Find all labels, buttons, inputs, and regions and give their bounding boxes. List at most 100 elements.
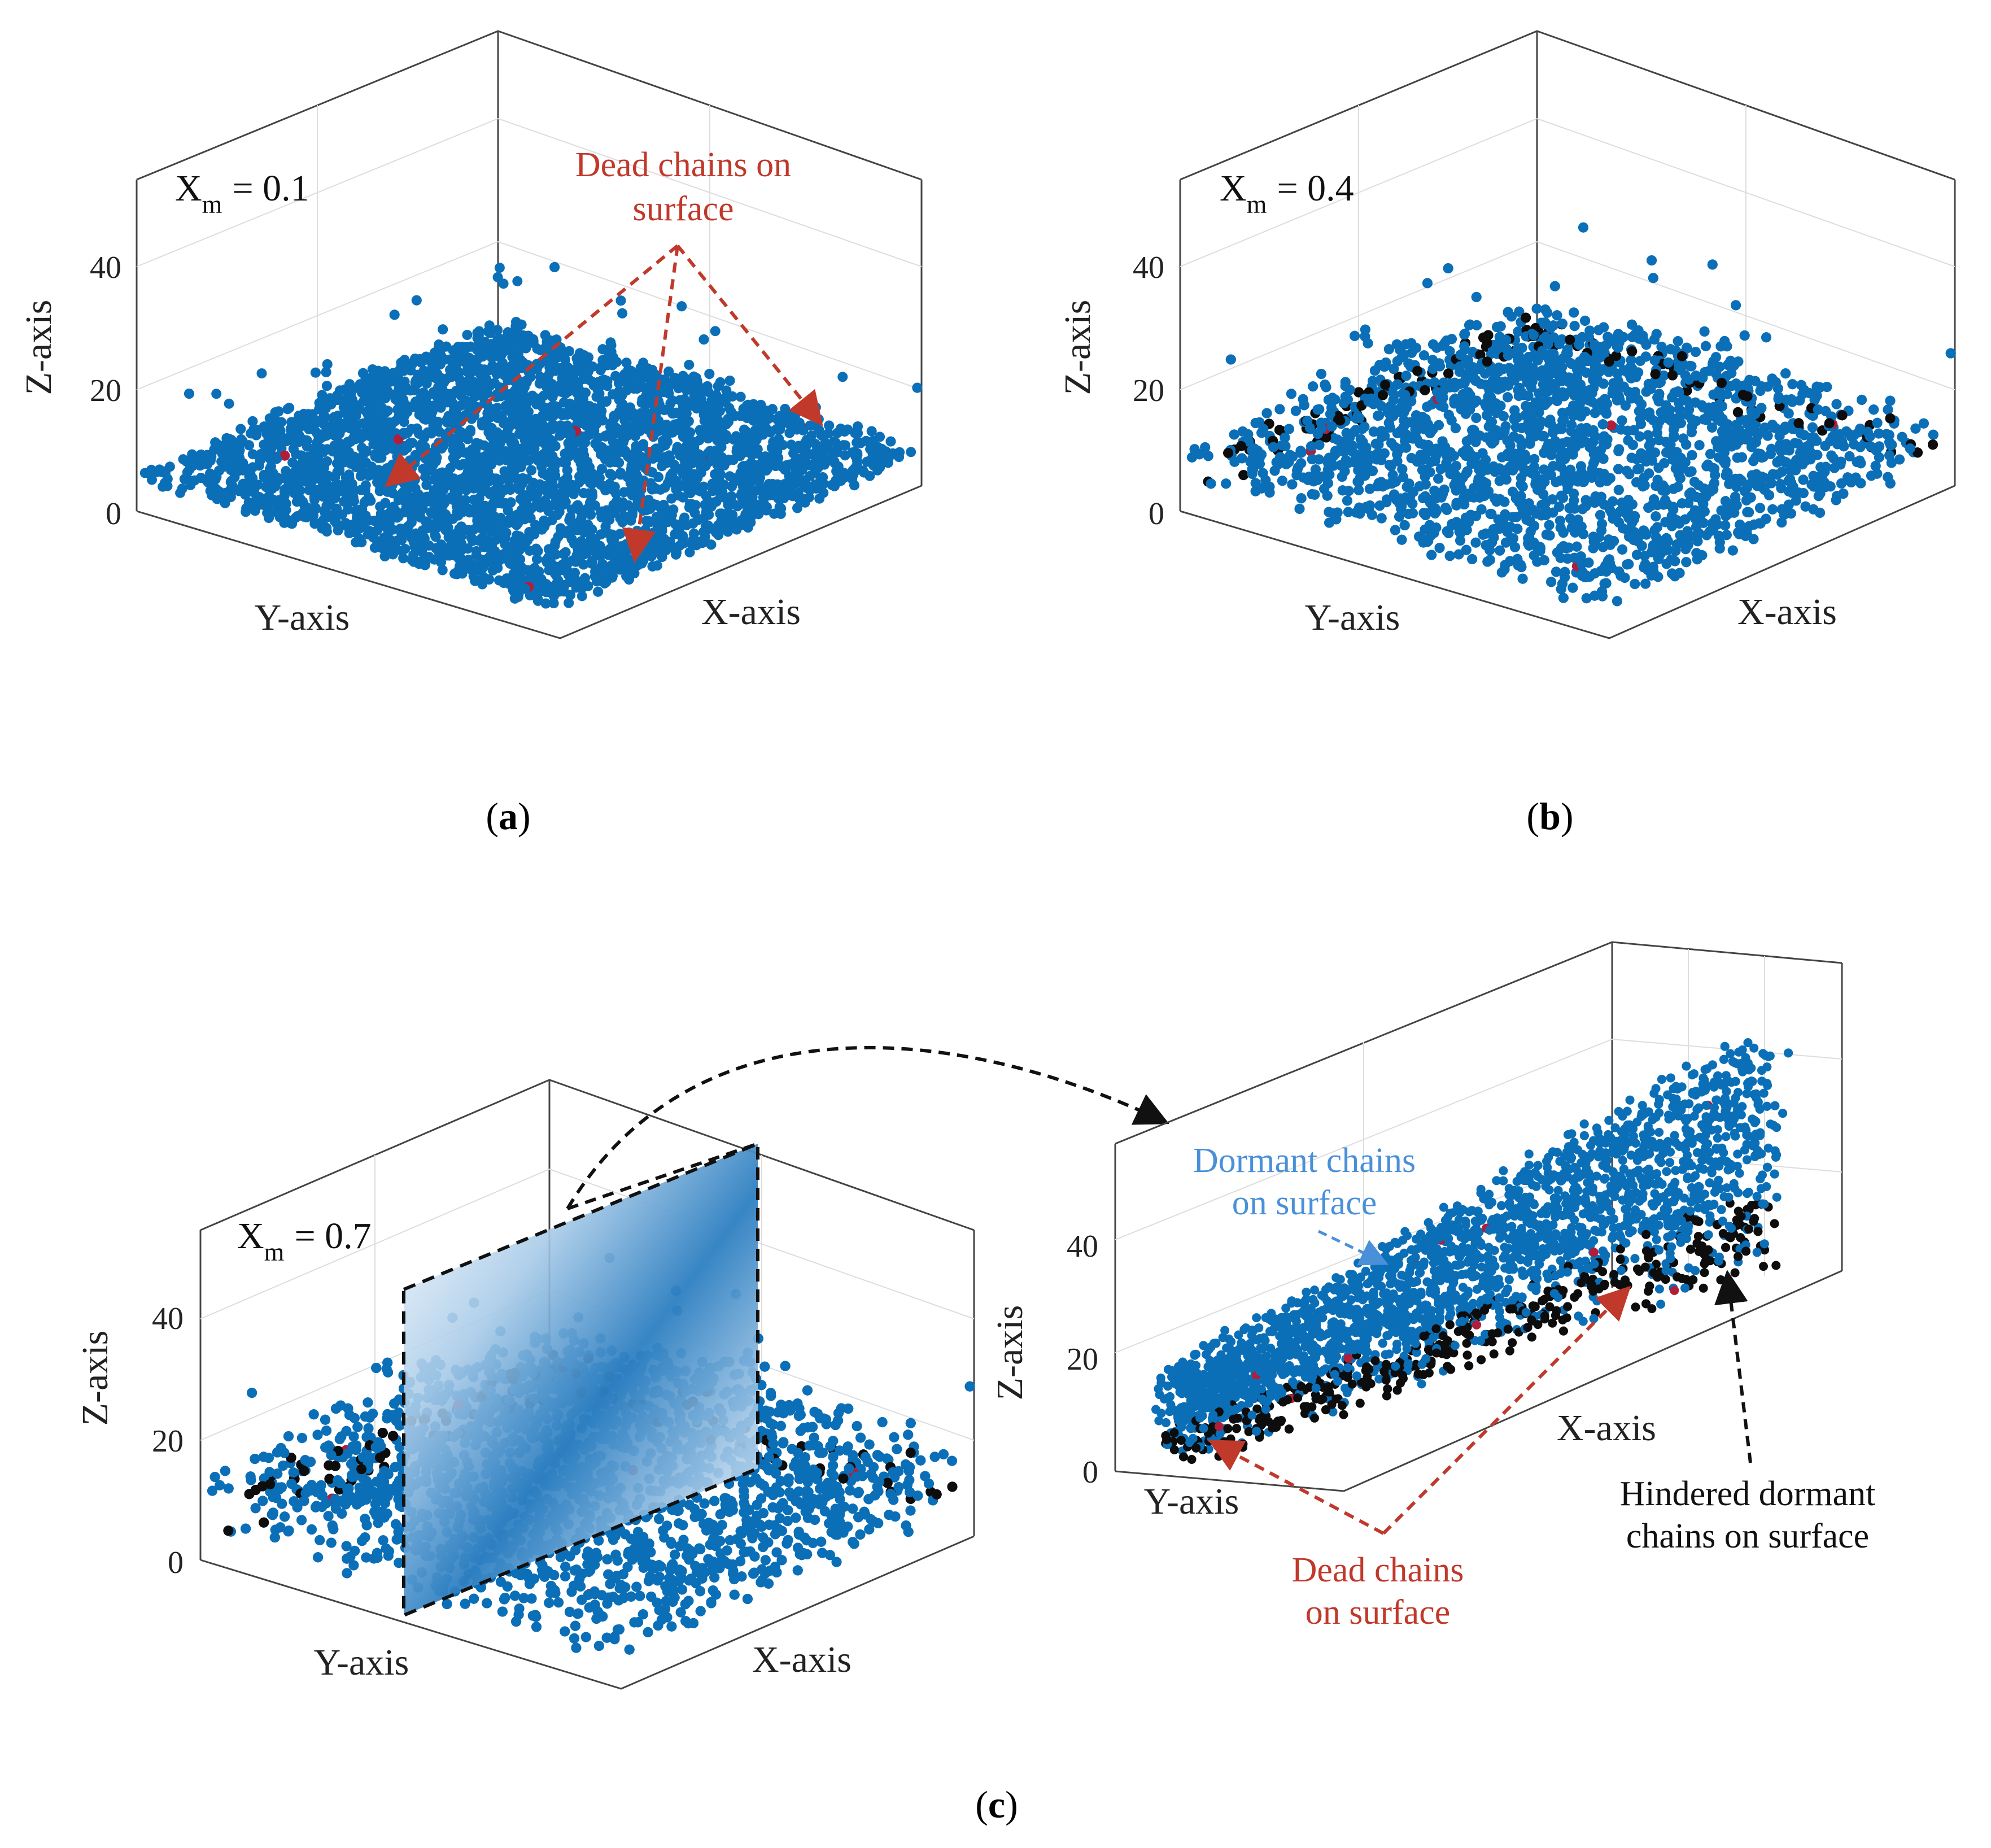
data-point bbox=[366, 464, 377, 474]
data-point bbox=[829, 436, 840, 447]
data-point bbox=[481, 415, 491, 426]
data-point bbox=[441, 543, 452, 553]
data-point bbox=[369, 393, 380, 403]
data-point bbox=[681, 426, 691, 437]
data-point bbox=[574, 477, 584, 488]
data-point bbox=[479, 369, 490, 380]
data-point bbox=[442, 373, 453, 383]
data-point bbox=[529, 563, 540, 574]
data-point bbox=[582, 541, 593, 551]
data-point bbox=[912, 382, 923, 393]
data-point bbox=[688, 518, 698, 529]
data-point bbox=[528, 477, 539, 488]
data-point bbox=[607, 570, 618, 581]
data-point bbox=[600, 454, 610, 465]
data-point bbox=[684, 359, 695, 370]
data-point bbox=[251, 430, 261, 441]
data-point bbox=[618, 428, 628, 438]
data-point bbox=[452, 566, 463, 577]
data-point bbox=[509, 472, 520, 482]
data-point bbox=[414, 541, 425, 551]
data-point bbox=[377, 373, 387, 384]
data-point bbox=[717, 420, 727, 430]
data-point bbox=[216, 443, 226, 454]
data-point bbox=[838, 440, 849, 451]
data-point bbox=[300, 435, 311, 446]
data-point bbox=[509, 456, 519, 467]
data-point bbox=[523, 330, 534, 341]
data-point bbox=[551, 561, 562, 572]
data-point bbox=[287, 435, 298, 446]
data-point bbox=[367, 364, 378, 375]
data-point bbox=[441, 341, 452, 352]
data-point bbox=[383, 427, 394, 438]
data-point bbox=[424, 406, 435, 417]
data-point bbox=[536, 574, 547, 585]
data-point bbox=[532, 455, 543, 465]
data-point bbox=[392, 459, 403, 469]
data-point bbox=[298, 469, 309, 480]
data-point bbox=[295, 485, 305, 496]
data-point bbox=[583, 581, 593, 591]
data-point bbox=[571, 556, 582, 567]
data-point bbox=[543, 457, 554, 468]
data-point bbox=[553, 575, 564, 586]
data-point bbox=[411, 528, 421, 539]
data-point bbox=[224, 398, 234, 409]
data-point bbox=[490, 364, 500, 375]
data-point bbox=[418, 365, 429, 376]
data-point bbox=[640, 399, 650, 409]
data-point bbox=[824, 420, 835, 431]
data-point bbox=[540, 330, 551, 341]
data-point bbox=[663, 450, 674, 461]
data-point bbox=[702, 381, 713, 391]
data-point bbox=[820, 456, 831, 467]
data-point bbox=[285, 478, 295, 489]
data-point bbox=[243, 497, 254, 508]
data-point bbox=[478, 391, 488, 402]
data-point bbox=[321, 367, 331, 377]
data-point bbox=[613, 372, 623, 383]
gridlines bbox=[136, 105, 922, 407]
data-point bbox=[512, 276, 523, 286]
data-point bbox=[500, 539, 510, 550]
data-point bbox=[698, 334, 709, 345]
data-point bbox=[548, 598, 559, 608]
data-point bbox=[235, 424, 246, 434]
data-point bbox=[717, 487, 728, 498]
data-point bbox=[509, 385, 520, 396]
data-point bbox=[422, 516, 433, 527]
data-point bbox=[268, 495, 279, 505]
data-point bbox=[370, 451, 381, 462]
data-point bbox=[596, 529, 606, 540]
data-point bbox=[492, 272, 503, 282]
data-point bbox=[796, 453, 807, 463]
data-point bbox=[351, 537, 361, 548]
data-point bbox=[648, 548, 658, 559]
data-point bbox=[532, 595, 543, 606]
data-point bbox=[453, 342, 464, 352]
data-point bbox=[615, 295, 626, 306]
data-point bbox=[241, 507, 251, 517]
data-point bbox=[576, 436, 587, 447]
data-point bbox=[332, 479, 343, 490]
data-point bbox=[657, 552, 667, 563]
data-point bbox=[270, 481, 281, 492]
data-point bbox=[263, 421, 273, 432]
data-point bbox=[687, 499, 697, 509]
data-point bbox=[344, 382, 355, 393]
data-point bbox=[650, 483, 661, 494]
data-point bbox=[678, 401, 688, 412]
data-point bbox=[670, 373, 680, 383]
axis-frame-back bbox=[136, 30, 922, 181]
data-point bbox=[451, 386, 461, 396]
data-point bbox=[160, 478, 170, 489]
data-point bbox=[727, 509, 738, 520]
data-point bbox=[504, 363, 515, 373]
data-point bbox=[713, 474, 724, 485]
data-point bbox=[885, 436, 896, 447]
data-point bbox=[459, 474, 470, 485]
data-point bbox=[414, 409, 425, 420]
data-point bbox=[560, 448, 570, 459]
data-point bbox=[731, 446, 742, 457]
